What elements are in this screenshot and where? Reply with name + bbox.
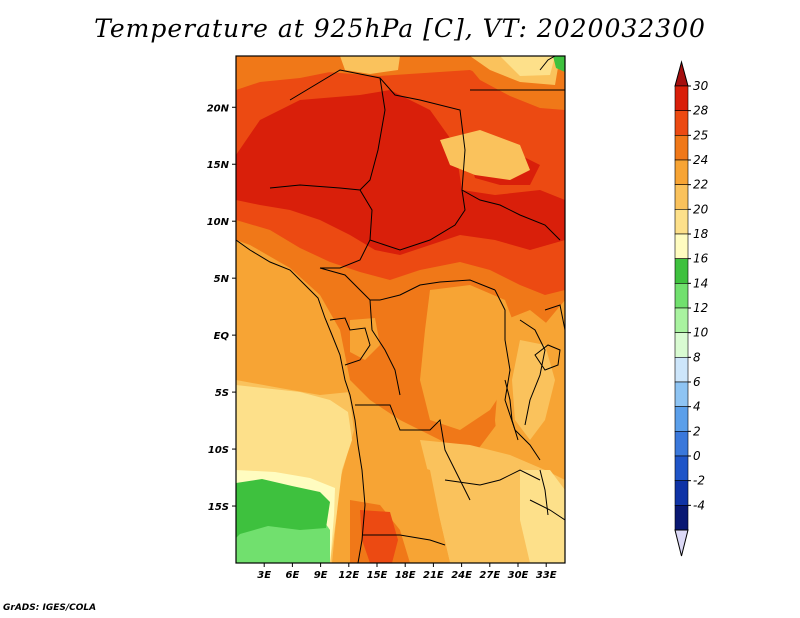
field-north-east-16	[553, 56, 565, 72]
colorbar-label: -2	[693, 474, 705, 488]
colorbar-box	[674, 85, 689, 111]
field-southeast-20	[520, 470, 565, 563]
border-congo	[369, 299, 401, 396]
field-north-25	[236, 56, 340, 90]
border-angola-south	[362, 534, 446, 546]
border-kenya	[544, 304, 565, 331]
y-tick-label: 10N	[207, 217, 230, 228]
grads-credit: GrADS: IGES/COLA	[3, 603, 97, 613]
x-tick-label: 15E	[367, 570, 388, 581]
border-car-drc	[379, 279, 496, 301]
x-tick-label: 24E	[451, 570, 472, 581]
colorbar-box	[674, 431, 689, 457]
colorbar-label: 8	[693, 350, 701, 364]
colorbar-label: -4	[693, 498, 705, 512]
colorbar-box	[674, 406, 689, 432]
border-gabon	[329, 317, 371, 366]
border-zambia	[444, 469, 541, 486]
colorbar-label: 0	[693, 449, 701, 463]
colorbar-box	[674, 480, 689, 506]
y-tick-label: 5S	[215, 388, 229, 399]
border-sudan	[461, 149, 561, 241]
field-basin-24	[420, 285, 520, 430]
colorbar-label: 4	[693, 400, 701, 414]
map-field	[236, 56, 565, 563]
colorbar-box	[674, 505, 689, 531]
colorbar-label: 10	[693, 326, 709, 340]
colorbar-label: 16	[693, 252, 709, 266]
colorbar-label: 25	[693, 128, 708, 142]
x-tick-label: 3E	[257, 570, 271, 581]
colorbar-box	[674, 258, 689, 284]
colorbar-box	[674, 159, 689, 185]
y-tick-label: 10S	[208, 445, 229, 456]
field-core-30	[236, 90, 565, 255]
colorbar-box	[674, 455, 689, 481]
colorbar-label: 2	[693, 424, 701, 438]
colorbar-box	[674, 184, 689, 210]
field-ocean-16	[236, 479, 330, 538]
colorbar-box	[674, 110, 689, 136]
field-gulf-24	[236, 250, 350, 395]
x-tick-label: 18E	[395, 570, 416, 581]
x-tick-label: 27E	[479, 570, 500, 581]
y-axis: 20N 15N 10N 5N EQ 5S 10S 15S	[207, 103, 236, 513]
red-sea-coast	[539, 56, 556, 71]
colorbar-label: 14	[693, 276, 708, 290]
colorbar-label: 24	[693, 153, 708, 167]
y-tick-label: 15N	[207, 160, 230, 171]
colorbar-label: 6	[693, 375, 701, 389]
border-east-lakes	[519, 319, 546, 426]
colorbar-box	[674, 381, 689, 407]
colorbar-box	[674, 209, 689, 235]
x-tick-label: 6E	[286, 570, 300, 581]
colorbar-box	[674, 332, 689, 358]
field-north-east-20	[500, 56, 555, 76]
x-tick-label: 33E	[536, 570, 557, 581]
colorbar-label: 28	[693, 104, 709, 118]
field-south-28	[360, 510, 398, 563]
x-tick-label: 9E	[314, 570, 328, 581]
field-east-22	[440, 130, 530, 180]
colorbar-label: 18	[693, 227, 709, 241]
colorbar-label: 30	[693, 79, 709, 93]
chart-title: Temperature at 925hPa [C], VT: 202003230…	[94, 14, 706, 43]
colorbar-label: 22	[693, 178, 708, 192]
x-tick-label: 12E	[338, 570, 359, 581]
border-drc-angola	[355, 404, 471, 501]
y-tick-label: 20N	[207, 103, 230, 114]
border-cameroon	[319, 267, 380, 301]
colorbar-box	[674, 135, 689, 161]
colorbar-label: 20	[693, 202, 709, 216]
field-north-22	[340, 56, 400, 74]
colorbar-max-triangle	[674, 60, 689, 87]
coastline-west	[236, 239, 366, 563]
border-nigeria	[269, 184, 373, 269]
y-tick-label: 15S	[208, 502, 229, 513]
x-tick-label: 21E	[423, 570, 444, 581]
x-tick-label: 30E	[508, 570, 529, 581]
colorbar-label: 12	[693, 301, 708, 315]
colorbar-min-triangle	[674, 529, 689, 557]
border-niger-chad	[359, 77, 386, 191]
colorbar-box	[674, 283, 689, 309]
lake-malawi	[539, 469, 549, 516]
map-frame	[235, 55, 566, 564]
y-tick-label: 5N	[214, 274, 230, 285]
country-borders	[236, 56, 565, 563]
colorbar-box	[674, 357, 689, 383]
colorbar-box	[674, 307, 689, 333]
colorbar-box	[674, 233, 689, 259]
y-tick-label: EQ	[214, 331, 230, 342]
lake-tanganyika	[504, 379, 519, 441]
border-chad-car	[369, 189, 466, 251]
border-drc-east	[494, 289, 541, 461]
x-axis: 3E 6E 9E 12E 15E 18E 21E 24E 27E 30E 33E	[257, 563, 557, 581]
border-sahara	[289, 69, 466, 151]
border-tanzania-south	[529, 499, 565, 521]
lake-victoria	[534, 344, 561, 371]
